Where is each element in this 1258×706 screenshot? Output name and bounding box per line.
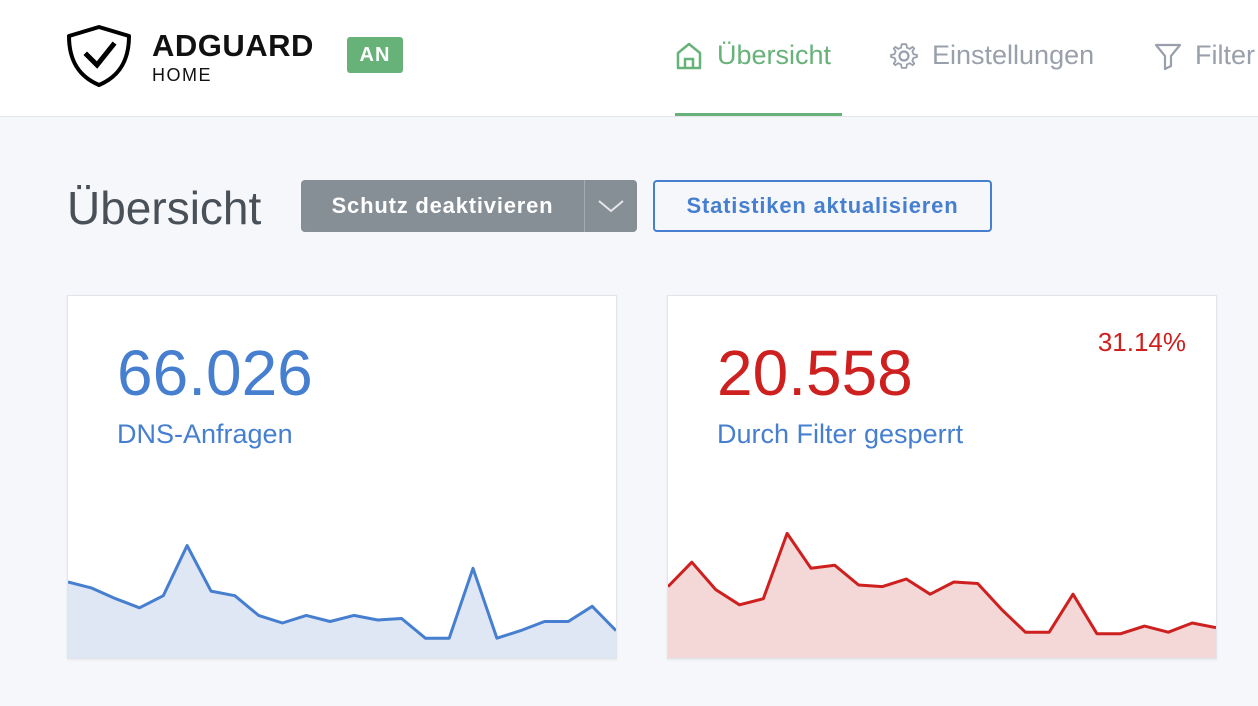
dns-sparkline-area: [68, 545, 616, 658]
dns-queries-count: 66.026: [117, 337, 313, 409]
nav-item-filters[interactable]: Filter: [1153, 30, 1258, 80]
nav-active-indicator: [675, 113, 842, 116]
nav-label-overview: Übersicht: [717, 40, 832, 70]
nav-item-settings[interactable]: Einstellungen: [889, 30, 1109, 80]
dns-queries-card: 66.026 DNS-Anfragen: [67, 295, 617, 659]
dns-queries-sparkline: [68, 544, 616, 658]
nav-label-settings: Einstellungen: [932, 40, 1095, 70]
brand-name: ADGUARD: [152, 28, 314, 63]
header: ADGUARD HOME AN Übersicht Einstellungen …: [0, 0, 1258, 117]
dns-queries-label: DNS-Anfragen: [117, 419, 293, 449]
blocked-queries-count: 20.558: [717, 337, 913, 409]
blocked-sparkline-area: [668, 533, 1216, 658]
adguard-shield-icon: [67, 25, 131, 87]
nav-item-overview[interactable]: Übersicht: [675, 30, 845, 80]
protection-status-badge: AN: [347, 37, 403, 73]
disable-protection-button[interactable]: Schutz deaktivieren: [331, 193, 554, 218]
brand-subtitle: HOME: [152, 65, 212, 85]
nav-label-filters: Filter: [1195, 40, 1255, 70]
blocked-percentage: 31.14%: [1097, 327, 1186, 357]
blocked-queries-sparkline: [668, 531, 1216, 658]
home-icon: [676, 42, 702, 70]
protection-button-group: Schutz deaktivieren: [301, 180, 637, 232]
page-title: Übersicht: [67, 182, 262, 234]
blocked-queries-label: Durch Filter gesperrt: [717, 419, 964, 449]
protection-dropdown-toggle[interactable]: [585, 180, 637, 232]
button-divider: [584, 180, 585, 232]
blocked-sparkline-line: [668, 531, 1216, 636]
gear-icon: [890, 43, 918, 69]
refresh-statistics-button[interactable]: Statistiken aktualisieren: [653, 180, 992, 232]
chevron-down-icon: [598, 200, 624, 213]
dns-sparkline-line: [68, 544, 616, 640]
filter-icon: [1154, 43, 1182, 71]
blocked-queries-card: 20.558 Durch Filter gesperrt 31.14%: [667, 295, 1217, 659]
